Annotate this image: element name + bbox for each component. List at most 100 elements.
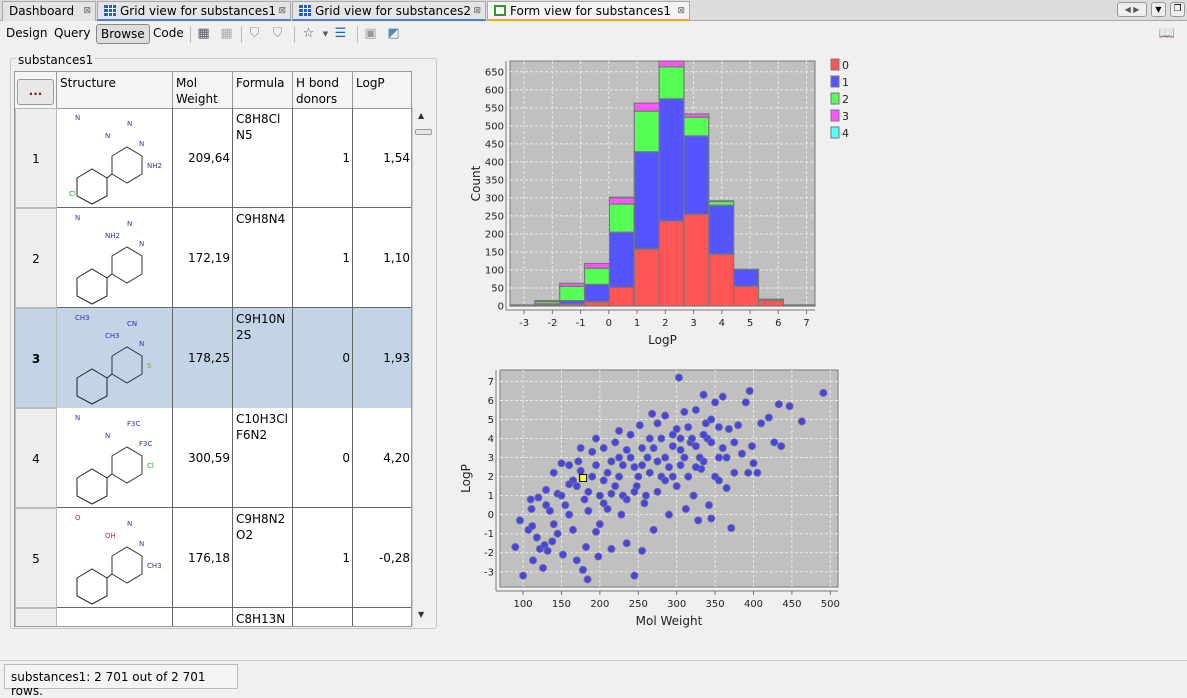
tab-list-dropdown[interactable]: ▼: [1151, 2, 1166, 17]
histogram-bar-0: [709, 254, 734, 306]
histogram-bar-3: [585, 263, 610, 268]
histogram-bar-0: [585, 302, 610, 306]
tab-form-view-substances1[interactable]: Form view for substances1⊠: [487, 1, 690, 21]
atom-label: CN: [127, 320, 137, 328]
close-icon[interactable]: ⊠: [278, 6, 286, 16]
scroll-down-arrow[interactable]: ▼: [418, 610, 424, 619]
x-tick-label: 450: [782, 599, 801, 610]
atom-label: S: [147, 362, 152, 370]
scatter-point: [519, 572, 526, 579]
x-tick-label: 300: [667, 599, 686, 610]
h-bond-donors-cell: 1: [293, 108, 353, 208]
atom-label: N: [139, 340, 144, 348]
atom-label: N: [139, 140, 144, 148]
scatter-point: [592, 528, 599, 535]
close-icon[interactable]: ⊠: [473, 6, 481, 16]
design-button[interactable]: Design: [2, 24, 51, 44]
layout-icon[interactable]: ▣: [363, 27, 378, 41]
formula-cell: C8H13N3: [233, 608, 293, 627]
scroll-up-arrow[interactable]: ▲: [418, 111, 424, 120]
row-number[interactable]: 4: [15, 408, 57, 508]
table-row[interactable]: C8H13N3: [15, 608, 412, 627]
x-tick-label: 6: [775, 318, 781, 329]
book-icon[interactable]: 📖: [1156, 27, 1178, 41]
structure-cell: [57, 608, 173, 627]
atom-label: F3C: [127, 420, 140, 428]
histogram-bar-2: [585, 268, 610, 284]
x-tick-label: 4: [719, 318, 725, 329]
scatter-point: [585, 507, 592, 514]
close-icon[interactable]: ⊠: [83, 6, 91, 16]
browse-button[interactable]: Browse: [96, 24, 150, 44]
x-tick-label: 350: [706, 599, 725, 610]
row-number[interactable]: 3: [15, 308, 57, 408]
scatter-point: [516, 517, 523, 524]
x-tick-label: 7: [803, 318, 809, 329]
histogram-bar-1: [585, 284, 610, 301]
scatter-point: [575, 458, 582, 465]
legend-swatch: [831, 110, 839, 121]
scatter-point: [529, 557, 536, 564]
y-tick-label: 350: [485, 175, 504, 186]
query-button[interactable]: Query: [50, 24, 94, 44]
add-row-icon[interactable]: ▦: [196, 27, 211, 41]
column-header-formula[interactable]: Formula: [233, 72, 293, 109]
column-chooser-button[interactable]: ...: [17, 79, 54, 105]
star-icon[interactable]: ☆: [301, 27, 316, 41]
row-number[interactable]: 5: [15, 508, 57, 608]
row-number[interactable]: [15, 608, 57, 627]
scatter-point: [682, 505, 689, 512]
chevron-down-icon[interactable]: ▼: [318, 27, 333, 41]
list-icon[interactable]: ☰: [333, 27, 348, 41]
histogram-bar-3: [535, 301, 560, 302]
scatter-point: [685, 424, 692, 431]
x-tick-label: -1: [576, 318, 586, 329]
scatter-point: [685, 473, 692, 480]
atom-label: N: [105, 132, 110, 140]
scatter-point: [778, 443, 785, 450]
delete-row-icon[interactable]: ▦: [219, 27, 234, 41]
column-header-h-bond-donors[interactable]: H bond donors: [293, 72, 353, 109]
vertical-scrollbar[interactable]: ▲ ▼: [412, 107, 432, 626]
y-tick-label: 3: [488, 453, 494, 464]
scatter-point: [527, 496, 534, 503]
atom-label: N: [139, 540, 144, 548]
scatter-point: [677, 446, 684, 453]
row-number[interactable]: 1: [15, 108, 57, 208]
h-bond-donors-cell: 0: [293, 408, 353, 508]
column-header-logp[interactable]: LogP: [353, 72, 412, 109]
scatter-point: [738, 450, 745, 457]
code-button[interactable]: Code: [149, 24, 188, 44]
y-tick-label: 450: [485, 139, 504, 150]
atom-label: N: [75, 414, 80, 422]
filter-icon[interactable]: ⛉: [247, 27, 262, 41]
scrollbar-thumb[interactable]: [415, 129, 432, 135]
scatter-point: [596, 521, 603, 528]
tab-scroll-arrows[interactable]: ◀ ▶: [1117, 2, 1147, 17]
grid-icon: [299, 5, 311, 16]
y-tick-label: 0: [488, 510, 494, 521]
legend-label: 1: [842, 76, 849, 89]
filter-add-icon[interactable]: ⛉: [270, 27, 285, 41]
scatter-point: [623, 446, 630, 453]
row-number[interactable]: 2: [15, 208, 57, 308]
tab-grid-view-substances2[interactable]: Grid view for substances2⊠: [292, 1, 486, 21]
tab-dashboard[interactable]: Dashboard⊠: [2, 1, 96, 21]
column-header-mol-weight[interactable]: Mol Weight: [173, 72, 233, 109]
scatter-point: [615, 454, 622, 461]
scatter-point: [596, 492, 603, 499]
close-icon[interactable]: ⊠: [677, 6, 685, 16]
edit-form-icon[interactable]: ◩: [386, 27, 401, 41]
scatter-point: [589, 448, 596, 455]
tab-grid-view-substances1[interactable]: Grid view for substances1⊠: [97, 1, 291, 21]
scatter-point: [700, 391, 707, 398]
restore-window-button[interactable]: ❐: [1170, 2, 1185, 17]
column-header-structure[interactable]: Structure: [57, 72, 173, 109]
scatter-point: [623, 496, 630, 503]
